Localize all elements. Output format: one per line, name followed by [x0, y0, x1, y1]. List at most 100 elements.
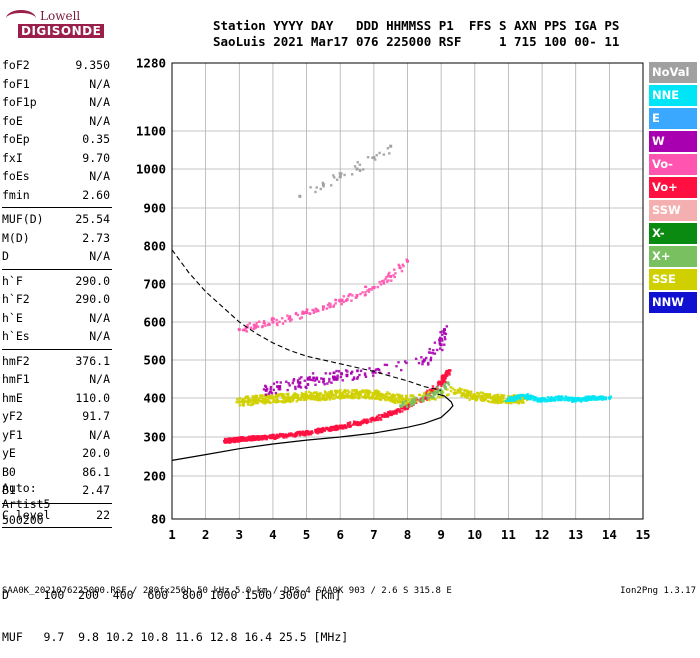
echo-point-vo- [448, 373, 451, 376]
echo-point-sse [383, 395, 386, 398]
echo-point-w [356, 377, 359, 380]
echo-point-sse [522, 401, 525, 404]
legend-item-noval: NoVal [649, 62, 697, 83]
echo-point-sse [366, 396, 369, 399]
param-name: foE [2, 113, 23, 128]
echo-point-sse [388, 399, 391, 402]
param-name: h`Es [2, 329, 30, 343]
echo-point-vo- [384, 415, 388, 418]
echo-point-nne [580, 397, 583, 401]
echo-point-vo- [443, 378, 446, 381]
echo-point-vo- [245, 330, 249, 333]
echo-point-vo- [298, 317, 302, 320]
echo-point-vo- [247, 435, 251, 438]
d-muf-table: D 100 200 400 600 800 1000 1500 3000 [km… [2, 560, 348, 658]
echo-point-vo- [345, 425, 348, 428]
echo-point-vo- [398, 409, 402, 412]
chart-echo-points [223, 144, 613, 444]
echo-point-sse [249, 400, 252, 404]
echo-point-sse [388, 392, 391, 396]
echo-point-nne [539, 400, 542, 403]
echo-point-vo- [362, 420, 366, 423]
echo-point-x- [444, 386, 447, 389]
param-row: foEs N/A [2, 167, 110, 186]
param-row: foEp 0.35 [2, 130, 110, 149]
echo-point-vo- [290, 318, 293, 321]
echo-point-sse [365, 391, 369, 395]
echo-point-vo- [282, 435, 285, 439]
echo-point-w [328, 380, 331, 383]
echo-point-vo- [401, 410, 404, 413]
echo-point-sse [305, 398, 308, 401]
echo-point-vo- [393, 275, 396, 279]
param-value: N/A [89, 249, 110, 263]
echo-point-sse [247, 401, 250, 404]
echo-point-sse [326, 396, 330, 399]
echo-point-nne [593, 398, 596, 401]
echo-point-vo- [273, 436, 277, 439]
param-row: yF2 91.7 [2, 407, 110, 426]
echo-point-vo- [407, 403, 411, 407]
echo-point-w [429, 356, 433, 360]
echo-point-w [306, 378, 310, 381]
echo-point-w [443, 343, 446, 346]
param-row: h`Es N/A [2, 327, 110, 346]
echo-point-w [308, 375, 311, 379]
echo-point-noval [382, 153, 386, 156]
x-tick-label: 8 [404, 527, 412, 542]
echo-point-sse [474, 398, 477, 401]
echo-point-x- [424, 394, 428, 397]
echo-point-sse [251, 395, 254, 398]
echo-point-vo- [429, 390, 432, 394]
echo-point-nne [570, 396, 573, 400]
echo-point-sse [285, 392, 288, 396]
echo-point-sse [372, 392, 375, 395]
echo-point-sse [317, 397, 320, 401]
echo-point-w [385, 363, 389, 367]
echo-point-w [285, 380, 288, 383]
echo-point-sse [337, 395, 341, 398]
echo-point-x- [405, 405, 409, 408]
echo-point-sse [235, 401, 238, 404]
echo-point-sse [465, 389, 469, 393]
echo-point-vo- [319, 427, 322, 431]
echo-point-vo- [367, 420, 370, 423]
echo-point-vo- [443, 379, 446, 382]
echo-point-vo- [262, 320, 266, 323]
echo-point-sse [303, 398, 306, 402]
echo-point-sse [286, 398, 289, 401]
echo-point-sse [344, 395, 348, 399]
y-tick-label: 900 [143, 201, 166, 216]
echo-point-sse [307, 390, 311, 394]
echo-point-sse [243, 398, 246, 401]
echo-point-sse [436, 395, 440, 398]
echo-point-sse [267, 400, 271, 403]
legend-item-ssw: SSW [649, 200, 697, 221]
echo-point-vo- [254, 324, 258, 328]
param-name: MUF(D) [2, 212, 44, 226]
echo-point-w [423, 358, 426, 362]
echo-point-w [315, 377, 319, 381]
echo-point-sse [486, 396, 489, 399]
echo-point-vo- [407, 405, 411, 408]
echo-point-sse [411, 394, 415, 397]
echo-point-sse [397, 395, 400, 398]
echo-point-vo- [359, 423, 362, 426]
echo-point-sse [400, 397, 404, 401]
echo-point-sse [499, 395, 502, 399]
echo-point-sse [271, 396, 275, 400]
autoscale-line2: Artist5 [2, 497, 51, 511]
param-row: hmF2 376.1 [2, 352, 110, 371]
echo-point-w [328, 377, 331, 381]
echo-point-w [291, 381, 294, 385]
echo-point-vo- [250, 438, 253, 441]
echo-point-sse [343, 388, 346, 392]
echo-point-sse [525, 398, 529, 402]
echo-point-x- [412, 397, 416, 401]
echo-point-w [359, 369, 363, 373]
echo-point-sse [376, 391, 380, 395]
echo-point-vo- [403, 408, 407, 411]
echo-point-sse [481, 399, 484, 402]
echo-point-sse [338, 391, 341, 394]
echo-point-nne [595, 398, 598, 401]
